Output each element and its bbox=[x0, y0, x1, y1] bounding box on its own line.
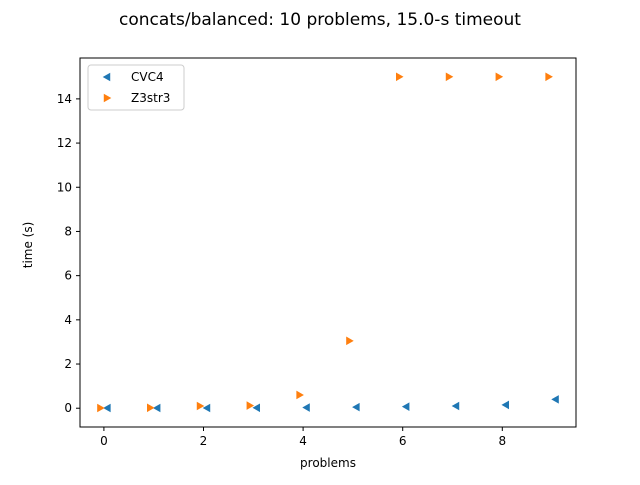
data-point-cvc4-9 bbox=[551, 395, 559, 404]
data-point-cvc4-7 bbox=[451, 401, 460, 411]
y-tick-label: 12 bbox=[57, 136, 72, 150]
data-point-cvc4-4 bbox=[302, 403, 310, 412]
data-point-z3str3-9 bbox=[545, 72, 553, 82]
data-point-z3str3-5 bbox=[346, 336, 354, 346]
data-point-cvc4-5 bbox=[352, 402, 360, 412]
legend-marker-z3str3 bbox=[103, 93, 112, 103]
data-point-cvc4-2 bbox=[202, 403, 211, 413]
x-tick-label: 6 bbox=[399, 434, 407, 448]
data-point-cvc4-8 bbox=[501, 400, 510, 410]
y-tick-label: 0 bbox=[64, 401, 72, 415]
legend-label-z3str3: Z3str3 bbox=[131, 91, 170, 105]
y-tick-label: 10 bbox=[57, 180, 72, 194]
plot-frame bbox=[79, 57, 577, 428]
data-point-cvc4-0 bbox=[103, 403, 111, 413]
data-point-z3str3-1 bbox=[146, 403, 155, 413]
axes: 0 2 4 6 8 0 2 4 6 8 10 12 14 bbox=[57, 57, 577, 448]
y-tick-label: 6 bbox=[64, 269, 72, 283]
data-point-cvc4-1 bbox=[152, 403, 161, 413]
data-point-z3str3-2 bbox=[196, 401, 205, 411]
y-tick-label: 14 bbox=[57, 92, 72, 106]
plot-marks bbox=[97, 72, 559, 413]
y-tick-label: 8 bbox=[64, 224, 72, 238]
chart-title: concats/balanced: 10 problems, 15.0-s ti… bbox=[119, 10, 521, 30]
legend: CVC4 Z3str3 bbox=[87, 64, 185, 111]
x-tick-label: 4 bbox=[299, 434, 307, 448]
data-point-z3str3-8 bbox=[495, 72, 504, 82]
legend-box bbox=[87, 64, 185, 111]
data-point-cvc4-6 bbox=[401, 402, 410, 411]
x-tick-label: 2 bbox=[200, 434, 208, 448]
data-point-cvc4-3 bbox=[252, 403, 261, 413]
data-point-z3str3-3 bbox=[246, 401, 255, 410]
data-point-z3str3-0 bbox=[97, 403, 105, 413]
legend-marker-cvc4 bbox=[102, 72, 111, 82]
data-point-z3str3-4 bbox=[296, 390, 304, 400]
x-tick-label: 8 bbox=[498, 434, 506, 448]
data-point-z3str3-6 bbox=[395, 72, 404, 82]
y-tick-label: 2 bbox=[64, 357, 72, 371]
y-tick-label: 4 bbox=[64, 313, 72, 327]
legend-label-cvc4: CVC4 bbox=[131, 70, 164, 84]
data-point-z3str3-7 bbox=[445, 72, 454, 82]
y-axis-label: time (s) bbox=[21, 222, 35, 269]
x-axis-label: problems bbox=[300, 456, 356, 470]
x-tick-label: 0 bbox=[100, 434, 108, 448]
